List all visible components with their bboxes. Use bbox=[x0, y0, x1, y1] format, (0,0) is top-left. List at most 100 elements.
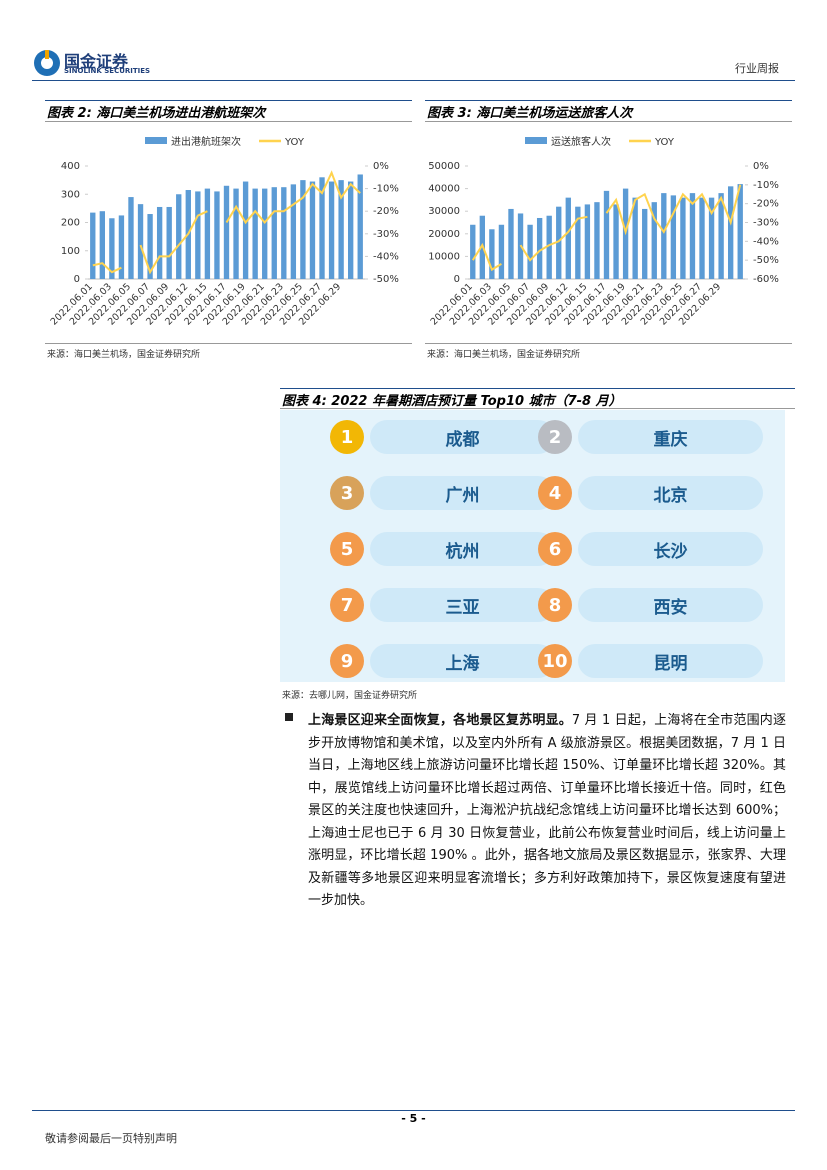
bar bbox=[357, 174, 363, 279]
bar bbox=[680, 197, 686, 279]
bar bbox=[718, 193, 724, 279]
legend-label: YOY bbox=[654, 137, 675, 148]
bar bbox=[527, 224, 533, 279]
bar bbox=[613, 204, 619, 279]
bar bbox=[118, 215, 125, 279]
source: 来源：海口美兰机场，国金证券研究所 bbox=[47, 350, 201, 360]
y2-tick-label: -30% bbox=[373, 229, 399, 240]
disclaimer: 敬请参阅最后一页特别声明 bbox=[45, 1132, 177, 1145]
bar bbox=[338, 180, 344, 279]
bar bbox=[128, 197, 134, 279]
bar bbox=[536, 217, 543, 279]
y2-tick-label: -60% bbox=[753, 274, 779, 285]
bar bbox=[214, 191, 220, 279]
bar bbox=[233, 188, 239, 279]
bar bbox=[252, 188, 258, 279]
bar bbox=[300, 180, 306, 279]
bar bbox=[204, 188, 211, 279]
bar bbox=[565, 197, 571, 279]
report-type: 行业周报 bbox=[735, 62, 779, 75]
bar bbox=[489, 229, 495, 279]
bar bbox=[670, 195, 677, 279]
y-tick-label: 400 bbox=[61, 161, 80, 172]
bar bbox=[556, 206, 562, 279]
yoy-line bbox=[471, 184, 742, 272]
footer-rule bbox=[32, 1110, 795, 1111]
yoy-line bbox=[92, 170, 361, 275]
bar bbox=[156, 206, 163, 279]
bar bbox=[223, 185, 230, 279]
page-number: - 5 - bbox=[401, 1112, 426, 1125]
rank-medal: 9 bbox=[330, 644, 364, 678]
bar bbox=[689, 193, 696, 279]
rule bbox=[45, 121, 412, 122]
bar bbox=[166, 206, 172, 279]
bar bbox=[661, 193, 667, 279]
bar bbox=[584, 204, 591, 279]
bar bbox=[195, 191, 201, 279]
rank-cell: 昆明 bbox=[578, 644, 763, 678]
y2-tick-label: -50% bbox=[753, 255, 779, 266]
y2-tick-label: -20% bbox=[373, 206, 399, 217]
y2-tick-label: 0% bbox=[373, 161, 389, 172]
rank-cell: 广州 bbox=[370, 476, 555, 510]
legend-swatch bbox=[145, 137, 167, 144]
header-rule bbox=[32, 80, 795, 81]
source: 来源：去哪儿网，国金证券研究所 bbox=[282, 691, 418, 701]
y2-tick-label: -30% bbox=[753, 218, 779, 229]
rule bbox=[45, 100, 412, 101]
bar bbox=[262, 188, 268, 279]
rank-medal: 10 bbox=[538, 644, 572, 678]
bar bbox=[575, 206, 581, 279]
rank-cell: 上海 bbox=[370, 644, 555, 678]
y-tick-label: 0 bbox=[454, 274, 460, 285]
y-tick-label: 50000 bbox=[428, 161, 460, 172]
rank-medal: 5 bbox=[330, 532, 364, 566]
bar bbox=[99, 211, 106, 279]
y2-tick-label: -40% bbox=[373, 251, 399, 262]
y-tick-label: 100 bbox=[61, 246, 80, 257]
y-tick-label: 0 bbox=[74, 274, 80, 285]
y-tick-label: 10000 bbox=[428, 251, 460, 262]
logo-en: SINOLINK SECURITIES bbox=[64, 67, 151, 75]
bullet bbox=[285, 713, 293, 721]
bar bbox=[137, 204, 144, 279]
body-text: 7 月 1 日起，上海将在全市范围内逐步开放博物馆和美术馆，以及室内外所有 A … bbox=[308, 713, 786, 908]
rank-cell: 北京 bbox=[578, 476, 763, 510]
rank-medal: 7 bbox=[330, 588, 364, 622]
rank-cell: 重庆 bbox=[578, 420, 763, 454]
bar bbox=[309, 181, 316, 279]
rank-cell: 杭州 bbox=[370, 532, 555, 566]
legend-label: 运送旅客人次 bbox=[551, 135, 611, 148]
bar bbox=[90, 212, 96, 279]
logo-text: 国金证券 bbox=[64, 52, 129, 71]
y2-tick-label: -10% bbox=[753, 180, 779, 191]
rank-medal: 2 bbox=[538, 420, 572, 454]
paragraph: 上海景区迎来全面恢复，各地景区复苏明显。7 月 1 日起，上海将在全市范围内逐步… bbox=[308, 710, 786, 913]
figure-title: 图表 4: 2022 年暑期酒店预订量 Top10 城市（7-8 月） bbox=[282, 394, 622, 409]
y-tick-label: 40000 bbox=[428, 184, 460, 195]
y2-tick-label: -20% bbox=[753, 199, 779, 210]
bar bbox=[176, 194, 182, 279]
legend-label: YOY bbox=[284, 137, 305, 148]
bar bbox=[727, 186, 734, 279]
bar bbox=[319, 177, 325, 279]
rank-medal: 8 bbox=[538, 588, 572, 622]
lead: 上海景区迎来全面恢复，各地景区复苏明显。 bbox=[308, 713, 572, 728]
rank-cell: 西安 bbox=[578, 588, 763, 622]
bar bbox=[242, 181, 249, 279]
rank-medal: 1 bbox=[330, 420, 364, 454]
y-tick-label: 300 bbox=[61, 189, 80, 200]
y2-tick-label: -50% bbox=[373, 274, 399, 285]
rank-medal: 3 bbox=[330, 476, 364, 510]
legend-swatch bbox=[525, 137, 547, 144]
y2-tick-label: -10% bbox=[373, 184, 399, 195]
chart-title: 图表 2: 海口美兰机场进出港航班架次 bbox=[47, 106, 266, 121]
rule bbox=[425, 343, 792, 344]
ranking-image: 成都 1 重庆 2 广州 3 北京 4 杭州 5 长沙 6 三亚 7 西安 8 上海 9 昆明 10 bbox=[280, 410, 785, 682]
y2-tick-label: -40% bbox=[753, 236, 779, 247]
logo-icon bbox=[34, 50, 60, 76]
bar bbox=[603, 190, 610, 279]
bar bbox=[546, 215, 552, 279]
